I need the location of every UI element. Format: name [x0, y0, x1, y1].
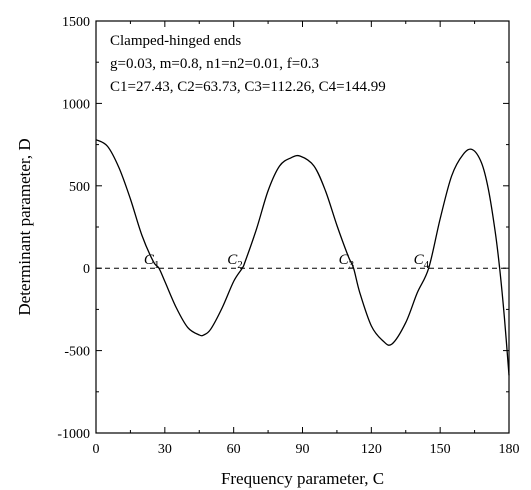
x-tick-label: 120	[361, 442, 382, 457]
x-tick-label: 150	[430, 442, 451, 457]
y-tick-label: 1000	[62, 97, 90, 112]
x-tick-label: 180	[499, 442, 520, 457]
x-tick-label: 60	[227, 442, 241, 457]
determinant-curve	[95, 139, 510, 376]
root-label-c2: C2	[227, 252, 243, 271]
root-label-c4: C4	[414, 252, 430, 271]
x-tick-label: 30	[158, 442, 172, 457]
root-label-c3: C3	[339, 252, 355, 271]
x-axis-title: Frequency parameter, C	[221, 469, 384, 488]
root-label-c1: C1	[144, 252, 160, 271]
y-tick-label: -500	[64, 345, 90, 360]
y-tick-label: 0	[83, 262, 90, 277]
annotation-roots: C1=27.43, C2=63.73, C3=112.26, C4=144.99	[110, 79, 386, 95]
y-tick-label: 500	[69, 180, 90, 195]
annotation-params: g=0.03, m=0.8, n1=n2=0.01, f=0.3	[110, 56, 319, 72]
y-tick-label: 1500	[62, 15, 90, 30]
x-tick-label: 0	[93, 442, 100, 457]
series-layer	[95, 139, 510, 376]
annotation-title: Clamped-hinged ends	[110, 33, 241, 49]
ticks-layer: 0 30 60 90 120 150 180 -1000 -500 0 500 1000 1500	[57, 15, 519, 457]
y-axis-title: Determinant parameter, D	[15, 138, 34, 315]
root-labels: C1 C2 C3 C4	[144, 252, 430, 271]
x-tick-label: 90	[296, 442, 310, 457]
y-tick-label: -1000	[57, 427, 90, 442]
